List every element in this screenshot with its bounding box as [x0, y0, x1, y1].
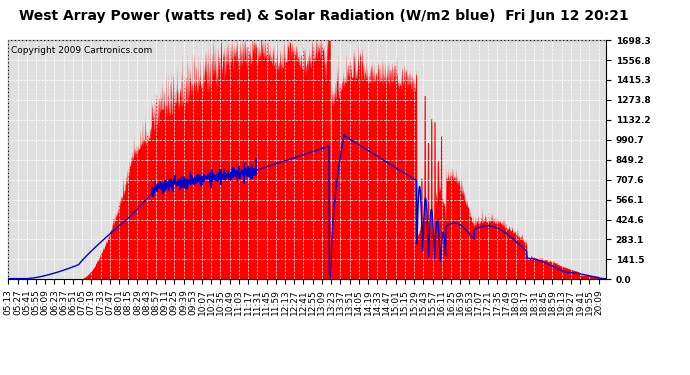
Text: West Array Power (watts red) & Solar Radiation (W/m2 blue)  Fri Jun 12 20:21: West Array Power (watts red) & Solar Rad…: [19, 9, 629, 22]
Text: Copyright 2009 Cartronics.com: Copyright 2009 Cartronics.com: [11, 46, 152, 55]
